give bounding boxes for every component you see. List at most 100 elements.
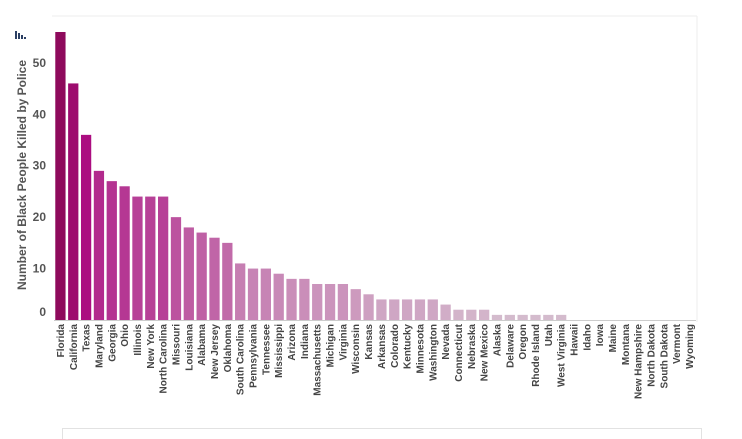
x-tick-label: Delaware xyxy=(505,324,516,368)
y-tick-label: 40 xyxy=(33,107,47,121)
bar-west-virginia[interactable] xyxy=(556,314,567,320)
bar-alaska[interactable] xyxy=(491,314,503,320)
x-tick-label: Michigan xyxy=(326,324,337,367)
bar-alabama[interactable] xyxy=(196,232,207,320)
bar-north-carolina[interactable] xyxy=(158,196,169,320)
bar-oklahoma[interactable] xyxy=(222,242,233,320)
bar-minnesota[interactable] xyxy=(414,299,426,320)
y-axis: 0 10 20 30 40 50 xyxy=(33,56,47,319)
bar-virginia[interactable] xyxy=(337,284,349,320)
bar-kentucky[interactable] xyxy=(401,299,413,320)
bar-indiana[interactable] xyxy=(299,278,310,320)
x-tick-label: Kansas xyxy=(364,324,375,360)
x-tick-label: West Virginia xyxy=(557,324,568,387)
x-tick-label: Iowa xyxy=(595,324,606,347)
x-tick-label: South Dakota xyxy=(659,324,670,389)
x-tick-label: Massachusetts xyxy=(313,324,324,396)
x-tick-label: Ohio xyxy=(120,324,131,347)
x-tick-label: Oregon xyxy=(518,324,529,360)
x-tick-label: Pennsylvania xyxy=(249,324,260,388)
bar-arizona[interactable] xyxy=(286,278,297,320)
bars xyxy=(55,32,567,321)
x-tick-label: Connecticut xyxy=(454,323,465,381)
x-tick-label: Kentucky xyxy=(403,324,414,369)
bar-illinois[interactable] xyxy=(132,196,143,320)
x-tick-label: Minnesota xyxy=(415,324,426,374)
x-tick-label: Florida xyxy=(56,324,67,358)
x-tick-label: New York xyxy=(146,324,157,369)
bar-oregon[interactable] xyxy=(517,314,528,320)
x-tick-label: Nevada xyxy=(441,324,452,360)
chart-menu-icon[interactable] xyxy=(15,31,26,39)
bar-washington[interactable] xyxy=(427,299,438,320)
bar-tennessee[interactable] xyxy=(260,268,271,320)
bar-kansas[interactable] xyxy=(363,294,374,320)
y-tick-label: 50 xyxy=(33,56,47,70)
x-tick-label: Alaska xyxy=(492,324,503,357)
x-tick-label: Mississippi xyxy=(274,324,285,378)
bar-wisconsin[interactable] xyxy=(350,289,361,320)
bar-mississippi[interactable] xyxy=(273,273,284,320)
bar-ohio[interactable] xyxy=(119,186,130,320)
x-tick-label: Georgia xyxy=(107,324,118,362)
bar-massachusetts[interactable] xyxy=(312,284,323,320)
bar-south-carolina[interactable] xyxy=(235,263,246,320)
x-tick-label: Virginia xyxy=(338,324,349,361)
bar-new-mexico[interactable] xyxy=(479,309,490,320)
x-tick-label: Wisconsin xyxy=(351,324,362,374)
bar-nebraska[interactable] xyxy=(466,309,477,320)
x-tick-label: New Hampshire xyxy=(634,324,645,399)
bar-rhode-island[interactable] xyxy=(530,314,541,320)
x-tick-label: Washington xyxy=(428,324,439,381)
x-tick-label: Rhode Island xyxy=(531,324,542,387)
x-tick-label: Louisiana xyxy=(184,324,195,371)
x-tick-label: Maine xyxy=(608,324,619,353)
bar-utah[interactable] xyxy=(543,314,554,320)
bar-connecticut[interactable] xyxy=(453,309,464,320)
bar-louisiana[interactable] xyxy=(183,227,194,320)
bar-georgia[interactable] xyxy=(106,181,117,320)
x-tick-label: Arkansas xyxy=(377,324,388,369)
x-tick-label: Wyoming xyxy=(685,324,696,369)
bar-new-york[interactable] xyxy=(145,196,156,320)
x-tick-label: Illinois xyxy=(133,324,144,356)
x-tick-label: Tennessee xyxy=(261,324,272,375)
x-tick-label: Alabama xyxy=(197,324,208,366)
bar-delaware[interactable] xyxy=(504,314,515,320)
y-axis-title: Number of Black People Killed by Police xyxy=(15,60,29,290)
x-tick-label: Colorado xyxy=(390,324,401,368)
bar-missouri[interactable] xyxy=(170,217,182,320)
y-tick-label: 20 xyxy=(33,210,47,224)
x-tick-label: Indiana xyxy=(300,324,311,359)
bar-california[interactable] xyxy=(68,83,79,321)
x-tick-label: New Jersey xyxy=(210,324,221,379)
x-tick-label: Montana xyxy=(621,324,632,366)
bar-michigan[interactable] xyxy=(324,284,336,320)
x-axis-labels: Florida California Texas Maryland Georgia Ohi… xyxy=(56,323,696,399)
bar-texas[interactable] xyxy=(80,134,92,320)
x-tick-label: North Dakota xyxy=(647,324,658,387)
x-tick-label: New Mexico xyxy=(480,324,491,381)
x-tick-label: Oklahoma xyxy=(223,324,234,373)
x-tick-label: Arizona xyxy=(287,324,298,361)
x-tick-label: Idaho xyxy=(582,324,593,351)
y-tick-label: 0 xyxy=(39,305,46,319)
bar-maryland[interactable] xyxy=(93,170,105,320)
bar-pennsylvania[interactable] xyxy=(247,268,259,320)
x-tick-label: California xyxy=(69,324,80,371)
bar-florida[interactable] xyxy=(55,32,66,320)
x-tick-label: Nebraska xyxy=(467,324,478,369)
y-tick-label: 30 xyxy=(33,159,47,173)
y-tick-label: 10 xyxy=(33,262,47,276)
x-tick-label: North Carolina xyxy=(159,324,170,394)
x-tick-label: Utah xyxy=(544,324,555,346)
bar-new-jersey[interactable] xyxy=(209,237,220,320)
bar-arkansas[interactable] xyxy=(376,299,387,320)
x-tick-label: Maryland xyxy=(94,324,105,368)
bar-nevada[interactable] xyxy=(440,304,451,320)
bar-colorado[interactable] xyxy=(389,299,400,320)
x-tick-label: Missouri xyxy=(171,324,182,365)
x-tick-label: Vermont xyxy=(672,323,683,364)
